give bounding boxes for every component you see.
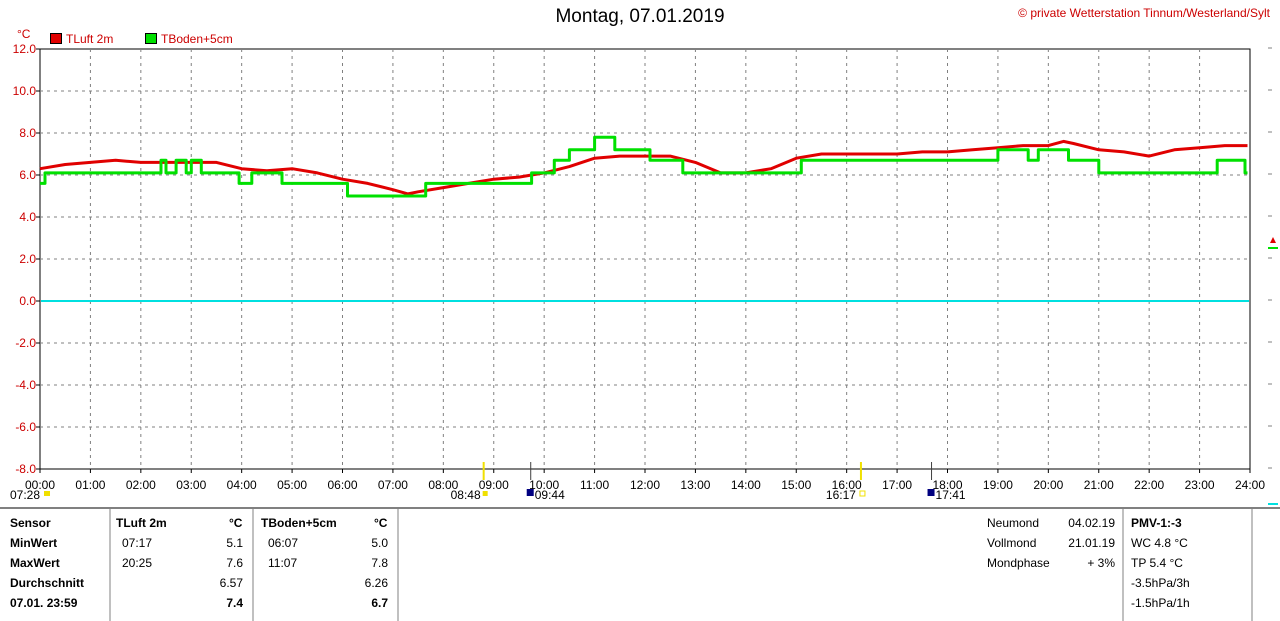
tluft-time: 20:25 — [122, 556, 153, 570]
y-tick-label: 8.0 — [19, 126, 36, 140]
tluft-value: 5.1 — [226, 536, 243, 550]
x-tick-label: 05:00 — [277, 478, 307, 492]
x-tick-label: 06:00 — [327, 478, 357, 492]
tluft-value: 7.6 — [226, 556, 243, 570]
header-unit1: °C — [229, 516, 243, 530]
x-tick-label: 24:00 — [1235, 478, 1265, 492]
x-tick-label: 04:00 — [227, 478, 257, 492]
temperature-chart: 12.0 10.0 8.0 6.0 4.0 2.0 0.0 -2.0 -4.0 -6.0 -8.0 0… — [10, 42, 1278, 505]
x-tick-label: 07:00 — [378, 478, 408, 492]
x-tick-label: 02:00 — [126, 478, 156, 492]
row-label: MaxWert — [10, 556, 60, 570]
x-tick-label: 13:00 — [680, 478, 710, 492]
x-tick-label: 09:00 — [479, 478, 509, 492]
table-lines — [0, 507, 1280, 621]
tboden-time: 11:07 — [268, 556, 298, 570]
tboden-value: 7.8 — [371, 556, 388, 570]
y-tick-label: 6.0 — [19, 168, 36, 182]
x-tick-label: 22:00 — [1134, 478, 1164, 492]
tluft-value: 7.4 — [226, 596, 243, 610]
tboden-value: 6.7 — [371, 596, 388, 610]
x-tick-label: 15:00 — [781, 478, 811, 492]
y-unit-label: °C — [17, 27, 31, 41]
pmv-title: PMV-1:-3 — [1131, 516, 1182, 530]
series-line-tluft — [39, 139, 1248, 196]
row-label: 07.01. 23:59 — [10, 596, 78, 610]
moon-value: + 3% — [1087, 556, 1115, 570]
x-tick-label: 17:00 — [882, 478, 912, 492]
moonrise-icon — [526, 489, 534, 496]
y-tick-label: -4.0 — [15, 378, 36, 392]
row-label: MinWert — [10, 536, 58, 550]
pmv-line: -1.5hPa/1h — [1131, 596, 1190, 610]
tboden-value: 5.0 — [371, 536, 388, 550]
tluft-value: 6.57 — [219, 576, 243, 590]
x-tick-label: 03:00 — [176, 478, 206, 492]
tboden-time: 06:07 — [268, 536, 299, 550]
y-tick-label: 10.0 — [13, 84, 37, 98]
pmv-line: WC 4.8 °C — [1131, 536, 1188, 550]
moonset-icon — [927, 489, 935, 496]
sun-marker-icon — [44, 491, 50, 496]
x-tick-label: 14:00 — [731, 478, 761, 492]
legend-label: TBoden+5cm — [161, 32, 233, 46]
chart-title: Montag, 07.01.2019 — [555, 6, 725, 27]
legend-swatch — [145, 33, 157, 44]
sunset-label: 16:17 — [826, 488, 856, 502]
moon-label: Neumond — [987, 516, 1040, 530]
y-tick-label: 12.0 — [13, 42, 37, 56]
legend-swatch — [50, 33, 62, 44]
x-tick-label: 11:00 — [580, 478, 609, 492]
pmv-line: TP 5.4 °C — [1131, 556, 1183, 570]
moon-label: Vollmond — [987, 536, 1037, 550]
moonset-label: 17:41 — [936, 488, 966, 502]
y-tick-label: -8.0 — [15, 462, 36, 476]
header-tluft: TLuft 2m — [116, 516, 167, 530]
legend-label: TLuft 2m — [66, 32, 114, 46]
sunrise-label: 08:48 — [451, 488, 481, 502]
tboden-value: 6.26 — [364, 576, 388, 590]
x-tick-label: 19:00 — [983, 478, 1013, 492]
x-tick-label: 18:00 — [932, 478, 962, 492]
moon-label: Mondphase — [987, 556, 1050, 570]
x-tick-label: 12:00 — [630, 478, 660, 492]
x-tick-label: 00:00 — [25, 478, 55, 492]
pmv-line: -3.5hPa/3h — [1131, 576, 1190, 590]
x-tick-label: 16:00 — [832, 478, 862, 492]
y-tick-label: 4.0 — [19, 210, 36, 224]
y-tick-label: 0.0 — [19, 294, 36, 308]
header-unit2: °C — [374, 516, 388, 530]
civil-begin-label: 07:28 — [10, 488, 40, 502]
x-tick-label: 10:00 — [529, 478, 559, 492]
x-tick-label: 23:00 — [1185, 478, 1215, 492]
x-tick-label: 20:00 — [1033, 478, 1063, 492]
sunset-icon — [859, 490, 866, 497]
moon-value: 04.02.19 — [1068, 516, 1115, 530]
row-label: Durchschnitt — [10, 576, 85, 590]
y-tick-label: -2.0 — [15, 336, 36, 350]
x-tick-label: 01:00 — [75, 478, 105, 492]
current-tluft-marker — [1270, 237, 1276, 243]
x-tick-label: 21:00 — [1084, 478, 1114, 492]
y-tick-label: -6.0 — [15, 420, 36, 434]
series-line-tboden — [40, 135, 1248, 198]
y-tick-label: 2.0 — [19, 252, 36, 266]
station-credit: © private Wetterstation Tinnum/Westerlan… — [1018, 6, 1270, 20]
header-tboden: TBoden+5cm — [261, 516, 337, 530]
tluft-time: 07:17 — [122, 536, 153, 550]
sunrise-icon — [482, 491, 488, 496]
moonrise-label: 09:44 — [535, 488, 565, 502]
legend-item-tluft: TLuft 2m — [50, 32, 113, 46]
legend-item-tboden: TBoden+5cm — [145, 32, 233, 46]
header-sensor: Sensor — [10, 516, 51, 530]
x-tick-label: 08:00 — [428, 478, 458, 492]
moon-value: 21.01.19 — [1068, 536, 1115, 550]
